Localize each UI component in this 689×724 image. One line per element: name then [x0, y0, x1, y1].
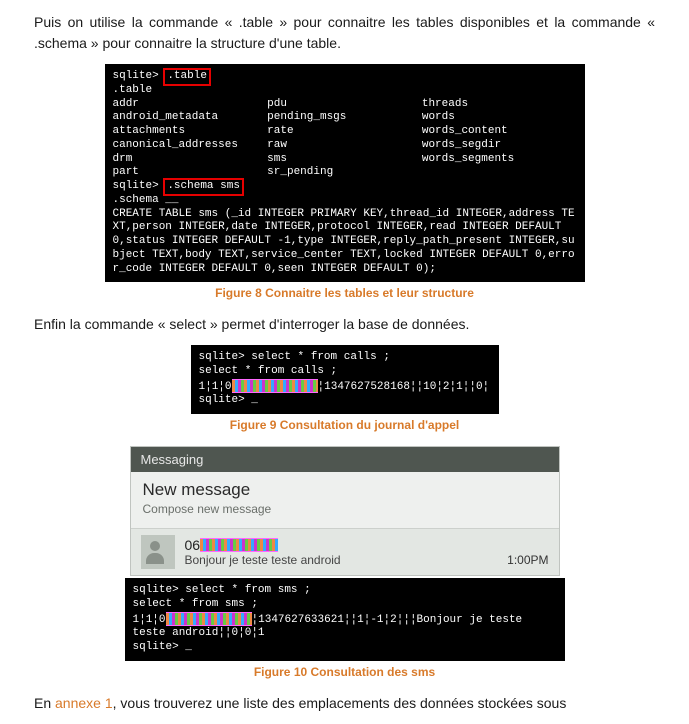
- caption-fig8: Figure 8 Connaitre les tables et leur st…: [34, 286, 655, 300]
- fig9-line3: 1¦1¦0 ¦1347627528168¦¦10¦2¦1¦¦0¦: [199, 379, 491, 395]
- figure-10-container: sqlite> select * from sms ; select * fro…: [34, 578, 655, 661]
- echo-schema: .schema __: [113, 194, 577, 208]
- redacted-mosaic: [200, 538, 278, 552]
- caption-fig10: Figure 10 Consultation des sms: [34, 665, 655, 679]
- redacted-mosaic: [166, 612, 252, 626]
- table-list: addr android_metadata attachments canoni…: [113, 98, 577, 181]
- preview-text: Bonjour je teste teste android: [185, 553, 341, 567]
- terminal-fig9: sqlite> select * from calls ; select * f…: [191, 345, 499, 414]
- table-col-1: addr android_metadata attachments canoni…: [113, 98, 268, 181]
- fig9-line1: sqlite> select * from calls ;: [199, 351, 491, 365]
- figure-8-container: sqlite> .table .table addr android_metad…: [34, 64, 655, 282]
- p3-text-a: En: [34, 695, 55, 711]
- sqlite-prompt: sqlite>: [113, 180, 159, 192]
- message-main: 06 Bonjour je teste teste android 1:00PM: [185, 537, 549, 567]
- terminal-fig10: sqlite> select * from sms ; select * fro…: [125, 578, 565, 661]
- echo-table: .table: [113, 84, 577, 98]
- fig9-line4: sqlite> _: [199, 394, 491, 408]
- cmd-schema-highlight: .schema sms: [165, 180, 242, 194]
- fig9-l3-before: 1¦1¦0: [199, 381, 232, 393]
- table-col-2: pdu pending_msgs rate raw sms sr_pending: [267, 98, 422, 181]
- annexe-link[interactable]: annexe 1: [55, 695, 113, 711]
- sqlite-prompt: sqlite>: [113, 70, 159, 82]
- fig10-line4: sqlite> _: [133, 641, 557, 655]
- cmd-table-highlight: .table: [165, 70, 209, 84]
- paragraph-intro-1: Puis on utilise la commande « .table » p…: [34, 12, 655, 54]
- compose-subtitle: Compose new message: [143, 502, 547, 516]
- messaging-body: New message Compose new message: [131, 472, 559, 528]
- create-table-output: CREATE TABLE sms (_id INTEGER PRIMARY KE…: [113, 208, 577, 277]
- p3-text-b: , vous trouverez une liste des emplaceme…: [113, 695, 567, 711]
- fig10-line3: 1¦1¦0¦1347627633621¦¦1¦-1¦2¦¦¦Bonjour je…: [133, 612, 557, 641]
- avatar-icon: [141, 535, 175, 569]
- message-time: 1:00PM: [507, 553, 548, 567]
- new-message-title: New message: [143, 480, 547, 500]
- caption-fig9: Figure 9 Consultation du journal d'appel: [34, 418, 655, 432]
- paragraph-intro-2: Enfin la commande « select » permet d'in…: [34, 314, 655, 335]
- fig10-line2: select * from sms ;: [133, 598, 557, 612]
- paragraph-outro: En annexe 1, vous trouverez une liste de…: [34, 693, 655, 714]
- fig10-line1: sqlite> select * from sms ;: [133, 584, 557, 598]
- message-preview: Bonjour je teste teste android 1:00PM: [185, 553, 549, 567]
- terminal-fig8: sqlite> .table .table addr android_metad…: [105, 64, 585, 282]
- fig9-l3-after: ¦1347627528168¦¦10¦2¦1¦¦0¦: [318, 381, 490, 393]
- redacted-mosaic: [232, 379, 318, 393]
- fig9-line2: select * from calls ;: [199, 365, 491, 379]
- fig10-l3-before: 1¦1¦0: [133, 614, 166, 626]
- table-col-3: threads words words_content words_segdir…: [422, 98, 577, 181]
- messaging-card: Messaging New message Compose new messag…: [130, 446, 560, 576]
- messaging-header: Messaging: [131, 447, 559, 472]
- phone-prefix: 06: [185, 537, 201, 553]
- message-row: 06 Bonjour je teste teste android 1:00PM: [131, 528, 559, 575]
- figure-9-container: sqlite> select * from calls ; select * f…: [34, 345, 655, 414]
- phone-number-row: 06: [185, 537, 549, 553]
